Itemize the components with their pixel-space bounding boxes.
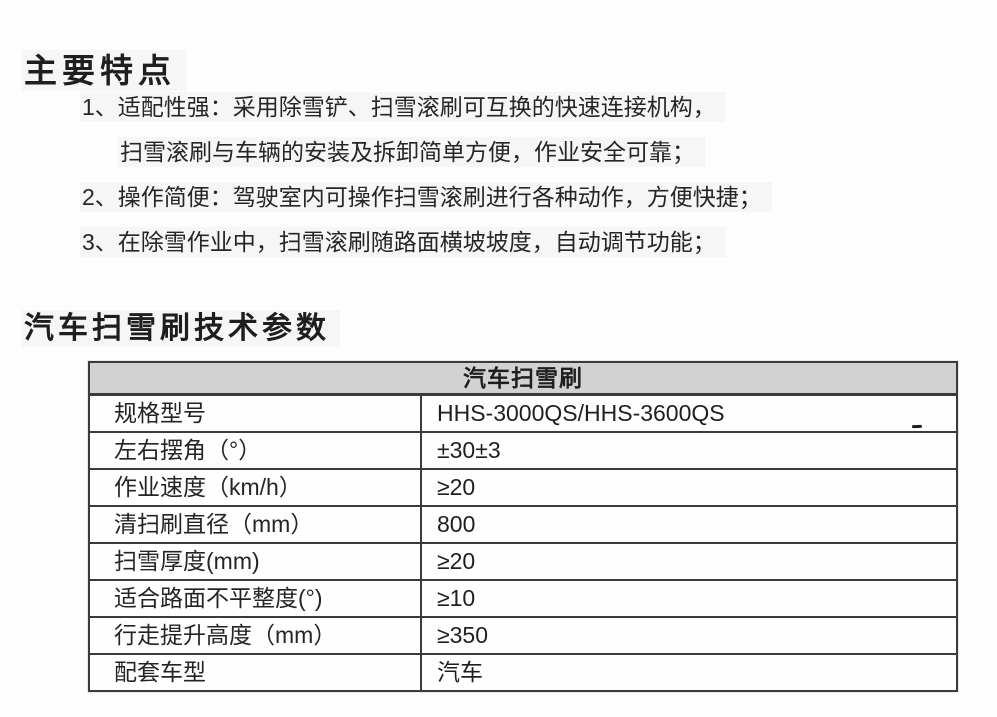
table-row-matched-vehicle: 配套车型 汽车: [90, 655, 956, 690]
row-label: 作业速度（km/h）: [90, 470, 422, 505]
feature-line-3-text: 3、在除雪作业中，扫雪滚刷随路面横坡坡度，自动调节功能；: [80, 227, 726, 257]
feature-line-3: 3、在除雪作业中，扫雪滚刷随路面横坡坡度，自动调节功能；: [80, 220, 960, 265]
table-row-brush-diameter: 清扫刷直径（mm） 800: [90, 507, 956, 544]
section-title: 汽车扫雪刷技术参数: [22, 303, 340, 347]
feature-line-2-text: 2、操作简便：驾驶室内可操作扫雪滚刷进行各种动作，方便快捷；: [80, 182, 772, 212]
spec-table-header: 汽车扫雪刷: [90, 363, 956, 396]
row-label: 适合路面不平整度(°): [90, 581, 422, 616]
feature-line-1: 1、适配性强：采用除雪铲、扫雪滚刷可互换的快速连接机构，: [80, 85, 960, 130]
table-row-work-speed: 作业速度（km/h） ≥20: [90, 470, 956, 507]
main-title: 主要特点: [22, 44, 186, 92]
table-row-lift-height: 行走提升高度（mm） ≥350: [90, 618, 956, 655]
table-row-model: 规格型号 HHS-3000QS/HHS-3600QS: [90, 396, 956, 433]
row-value: 800: [437, 511, 476, 537]
table-row-snow-thickness: 扫雪厚度(mm) ≥20: [90, 544, 956, 581]
row-label: 规格型号: [90, 396, 422, 431]
row-value: ≥10: [437, 585, 476, 611]
table-row-road-unevenness: 适合路面不平整度(°) ≥10: [90, 581, 956, 618]
row-label: 左右摆角（°）: [90, 433, 422, 468]
features-list: 1、适配性强：采用除雪铲、扫雪滚刷可互换的快速连接机构， 扫雪滚刷与车辆的安装及…: [80, 85, 960, 265]
feature-line-1-continuation-text: 扫雪滚刷与车辆的安装及拆卸简单方便，作业安全可靠；: [118, 137, 705, 167]
row-value: ≥20: [437, 474, 476, 500]
row-value: ≥20: [437, 548, 476, 574]
main-title-text: 主要特点: [22, 50, 186, 92]
feature-line-1-text: 1、适配性强：采用除雪铲、扫雪滚刷可互换的快速连接机构，: [80, 92, 726, 122]
row-value: HHS-3000QS/HHS-3600QS: [437, 400, 725, 426]
spec-table: 汽车扫雪刷 规格型号 HHS-3000QS/HHS-3600QS 左右摆角（°）…: [88, 361, 958, 692]
row-label: 行走提升高度（mm）: [90, 618, 422, 653]
row-label: 配套车型: [90, 655, 422, 690]
row-value: ≥350: [437, 622, 488, 648]
row-value: 汽车: [437, 659, 483, 685]
feature-line-1-continuation: 扫雪滚刷与车辆的安装及拆卸简单方便，作业安全可靠；: [80, 130, 960, 175]
section-title-text: 汽车扫雪刷技术参数: [22, 309, 340, 347]
scan-artifact-mark: [911, 424, 923, 429]
row-label: 清扫刷直径（mm）: [90, 507, 422, 542]
feature-line-2: 2、操作简便：驾驶室内可操作扫雪滚刷进行各种动作，方便快捷；: [80, 175, 960, 220]
row-label: 扫雪厚度(mm): [90, 544, 422, 579]
row-value: ±30±3: [437, 437, 501, 463]
table-row-swing-angle: 左右摆角（°） ±30±3: [90, 433, 956, 470]
